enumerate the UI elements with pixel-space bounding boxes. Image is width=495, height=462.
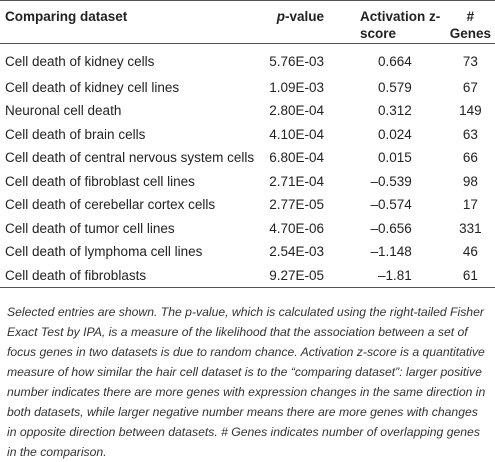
table-row: Cell death of cerebellar cortex cells 2.7… — [0, 193, 495, 217]
table-cell: 4.10E-04 — [269, 126, 325, 142]
footnote: Selected entries are shown. The p-value,… — [7, 305, 486, 459]
table-cell: –0.539 — [370, 173, 412, 189]
table-cell: Cell death of kidney cells — [5, 54, 155, 70]
table-row: Cell death of kidney cell lines 1.09E-03 0… — [0, 76, 495, 100]
table-cell: Cell death of lymphoma cell lines — [5, 244, 203, 260]
table-cell: 4.70E-06 — [269, 220, 325, 236]
table-cell: Cell death of kidney cell lines — [5, 79, 180, 95]
table-cell: 61 — [462, 267, 478, 283]
table-row: Cell death of fibroblast cell lines 2.71E… — [0, 170, 495, 194]
table-cell: Neuronal cell death — [5, 103, 122, 119]
table-row: Cell death of kidney cells 5.76E-03 0.664 7… — [0, 44, 495, 76]
header-cell: p-value — [276, 9, 325, 24]
table-cell: 2.71E-04 — [269, 173, 325, 189]
table-cell: 67 — [462, 79, 478, 95]
table-cell: 331 — [459, 220, 482, 236]
table-cell: 1.09E-03 — [269, 79, 325, 95]
table-cell: Cell death of cerebellar cortex cells — [5, 197, 216, 213]
table-row: Neuronal cell death 2.80E-04 0.312 149 — [0, 99, 495, 123]
table-cell: Cell death of tumor cell lines — [5, 220, 175, 236]
header-cell: Comparing dataset — [5, 9, 128, 24]
data-table: Comparing dataset p-value Activation z-s… — [0, 0, 495, 288]
table-body: Cell death of kidney cells 5.76E-03 0.664 7… — [0, 44, 495, 288]
table-cell: 0.024 — [377, 126, 412, 142]
table-cell: 9.27E-05 — [269, 267, 325, 283]
table-cell: 2.77E-05 — [269, 197, 325, 213]
table-cell: 149 — [459, 103, 482, 119]
table-cell: Cell death of brain cells — [5, 126, 146, 142]
table-cell: 2.54E-03 — [269, 244, 325, 260]
table-cell: 0.015 — [377, 150, 412, 166]
table-cell: 66 — [462, 150, 478, 166]
table-cell: 2.80E-04 — [269, 103, 325, 119]
table-row: Cell death of brain cells 4.10E-04 0.024 63 — [0, 123, 495, 147]
table-cell: 0.579 — [377, 79, 412, 95]
header-cell: # Genes — [449, 9, 492, 41]
table-row: Cell death of tumor cell lines 4.70E-06 –0… — [0, 217, 495, 241]
table-cell: 6.80E-04 — [269, 150, 325, 166]
table-cell: 73 — [462, 54, 478, 70]
table-row: Cell death of lymphoma cell lines 2.54E-0… — [0, 240, 495, 264]
table-row: Cell death of fibroblasts 9.27E-05 –1.81 61 — [0, 264, 495, 288]
header-row: Comparing dataset p-value Activation z-s… — [0, 0, 495, 44]
table-cell: 0.312 — [377, 103, 412, 119]
table-cell: 63 — [462, 126, 478, 142]
table-cell: Cell death of fibroblast cell lines — [5, 173, 195, 189]
header-cell: Activation z-score — [360, 9, 441, 41]
table-cell: Cell death of central nervous system cel… — [5, 150, 255, 166]
table-cell: 98 — [462, 173, 478, 189]
table-cell: 5.76E-03 — [269, 54, 325, 70]
table-cell: –1.148 — [370, 244, 412, 260]
table-cell: 0.664 — [377, 54, 412, 70]
table-cell: –0.574 — [370, 197, 412, 213]
table-cell: 17 — [462, 197, 478, 213]
table-cell: –0.656 — [370, 220, 412, 236]
table-cell: –1.81 — [377, 267, 412, 283]
table-cell: 46 — [462, 244, 478, 260]
table-row: Cell death of central nervous system cel… — [0, 146, 495, 170]
table-cell: Cell death of fibroblasts — [5, 267, 147, 283]
